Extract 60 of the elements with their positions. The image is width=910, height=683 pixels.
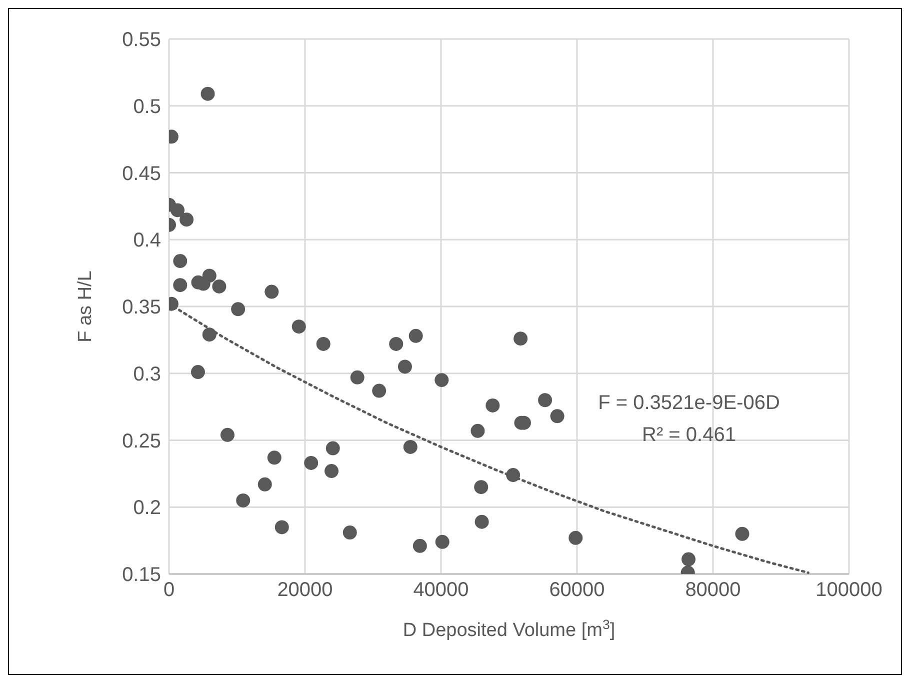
y-tick-label: 0.45 xyxy=(122,162,161,185)
point xyxy=(220,428,234,442)
point xyxy=(304,456,318,470)
point xyxy=(264,284,279,299)
point xyxy=(550,409,564,424)
point xyxy=(202,268,216,283)
x-tick-label: 100000 xyxy=(816,579,882,602)
x-axis-title: D Deposited Volume [m$^{3}$] xyxy=(402,616,616,641)
point xyxy=(408,328,423,343)
x-tick-label: 60000 xyxy=(549,579,605,602)
y-tick-label: 0.3 xyxy=(133,363,161,386)
point xyxy=(212,279,226,294)
point xyxy=(474,514,489,529)
point xyxy=(538,393,552,408)
point xyxy=(231,302,246,316)
point xyxy=(326,441,340,456)
point xyxy=(236,493,250,508)
point xyxy=(173,254,188,268)
annotation: F = 0.3521e-9E-06D xyxy=(597,392,781,415)
point xyxy=(292,320,306,334)
point xyxy=(412,538,427,553)
point xyxy=(403,440,418,454)
point xyxy=(170,203,184,218)
x-tick-label: 80000 xyxy=(685,579,741,602)
point xyxy=(568,530,583,545)
x-tick-label: 0 xyxy=(163,579,175,602)
point xyxy=(180,212,194,227)
y-tick-label: 0.35 xyxy=(122,296,161,319)
point xyxy=(474,480,488,494)
y-tick-label: 0.15 xyxy=(122,564,161,586)
point xyxy=(372,384,386,398)
point xyxy=(470,424,485,438)
point xyxy=(514,332,528,346)
point xyxy=(486,398,500,412)
point xyxy=(434,373,449,388)
point xyxy=(267,450,282,465)
y-tick-label: 0.25 xyxy=(122,430,161,452)
point xyxy=(202,328,216,342)
x-tick-label: 40000 xyxy=(413,579,469,602)
point xyxy=(350,370,364,384)
point xyxy=(435,534,450,549)
point xyxy=(398,360,412,374)
point xyxy=(389,336,404,351)
y-tick-label: 0.55 xyxy=(122,29,161,52)
point xyxy=(342,526,357,540)
point xyxy=(682,552,696,566)
y-tick-label: 0.4 xyxy=(133,230,161,252)
point xyxy=(190,365,205,380)
point xyxy=(173,278,188,292)
y-tick-label: 0.5 xyxy=(133,96,161,118)
point xyxy=(200,86,215,101)
point xyxy=(274,520,289,534)
point xyxy=(324,464,339,478)
x-tick-label: 20000 xyxy=(277,579,333,602)
point xyxy=(735,526,750,541)
y-axis-title: F as H/L xyxy=(75,270,96,342)
point xyxy=(258,477,272,492)
point xyxy=(316,336,330,351)
annotation: R² = 0.461 xyxy=(641,424,737,447)
y-tick-label: 0.2 xyxy=(133,497,161,520)
